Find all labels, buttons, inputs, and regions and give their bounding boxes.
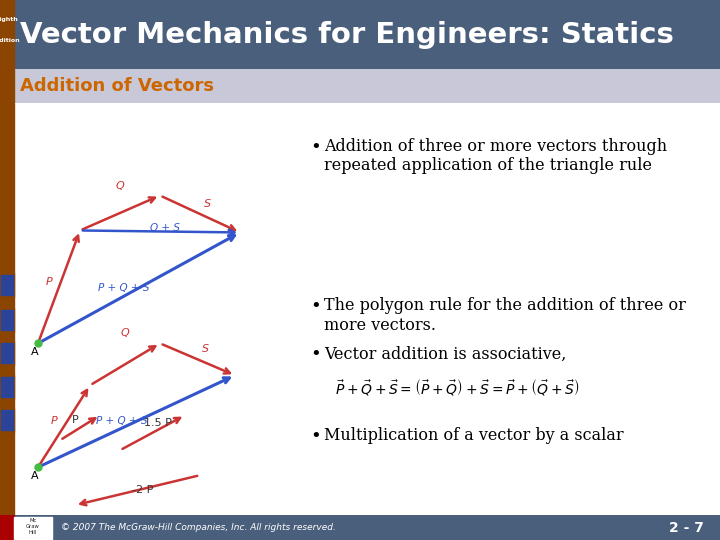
Text: Q: Q: [116, 180, 125, 191]
Text: S: S: [204, 199, 212, 209]
Bar: [0, 408, 14, 432]
Text: Vector addition is associative,: Vector addition is associative,: [324, 346, 567, 362]
Text: P: P: [50, 416, 58, 426]
Text: Multiplication of a vector by a scalar: Multiplication of a vector by a scalar: [324, 427, 624, 444]
Text: •: •: [310, 138, 320, 156]
Text: 2 - 7: 2 - 7: [670, 521, 704, 535]
Bar: [1, 310, 13, 330]
Text: 1.5 P: 1.5 P: [143, 418, 171, 428]
Bar: [1, 275, 13, 295]
Bar: [1, 410, 13, 430]
Bar: [1, 377, 13, 397]
Text: $\vec{P}+\vec{Q}+\vec{S}=\left(\vec{P}+\vec{Q}\right)+\vec{S}=\vec{P}+\left(\vec: $\vec{P}+\vec{Q}+\vec{S}=\left(\vec{P}+\…: [335, 377, 580, 397]
Text: •: •: [310, 346, 320, 363]
Bar: [0, 515, 14, 540]
Text: Addition of Vectors: Addition of Vectors: [20, 77, 214, 95]
Bar: [14, 517, 52, 538]
Text: P + Q + S: P + Q + S: [98, 283, 150, 293]
Text: P: P: [45, 277, 53, 287]
Text: •: •: [310, 298, 320, 315]
Text: S: S: [202, 345, 209, 354]
Text: -2 P: -2 P: [132, 485, 153, 495]
Bar: [1, 343, 13, 363]
Text: P + Q + S: P + Q + S: [96, 416, 148, 426]
Text: Edition: Edition: [0, 38, 19, 43]
Bar: [0, 375, 14, 399]
Text: P: P: [71, 415, 78, 425]
Bar: [0, 103, 14, 515]
Bar: [0, 0, 14, 70]
Bar: [0, 273, 14, 298]
Text: The polygon rule for the addition of three or
more vectors.: The polygon rule for the addition of thr…: [324, 298, 686, 334]
Text: Addition of three or more vectors through
repeated application of the triangle r: Addition of three or more vectors throug…: [324, 138, 667, 174]
Text: Q: Q: [121, 328, 130, 339]
Bar: [0, 341, 14, 366]
Text: Vector Mechanics for Engineers: Statics: Vector Mechanics for Engineers: Statics: [20, 21, 674, 49]
Bar: [0, 308, 14, 332]
Text: •: •: [310, 427, 320, 446]
Text: Eighth: Eighth: [0, 17, 19, 22]
Text: Mc
Graw
Hill: Mc Graw Hill: [26, 518, 40, 535]
Text: A: A: [31, 347, 39, 357]
Text: Q + S: Q + S: [150, 224, 180, 233]
Text: A: A: [31, 471, 39, 481]
Bar: [0, 69, 14, 103]
Text: © 2007 The McGraw-Hill Companies, Inc. All rights reserved.: © 2007 The McGraw-Hill Companies, Inc. A…: [61, 523, 336, 532]
